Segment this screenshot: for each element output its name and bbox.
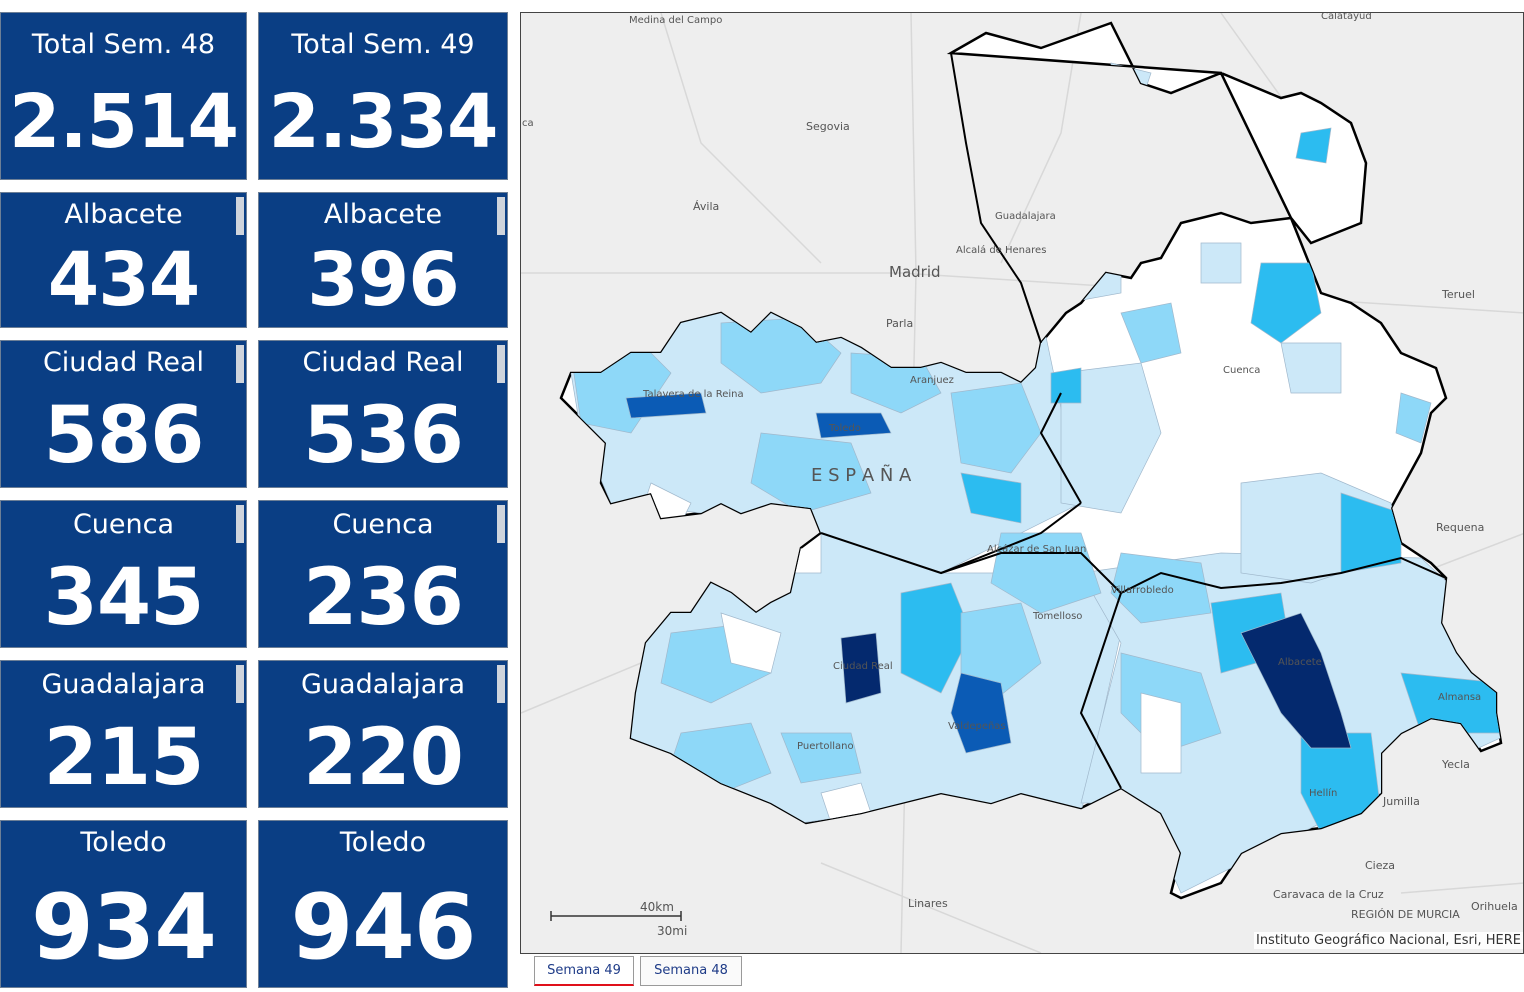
card-label: Toledo <box>339 827 427 858</box>
card-value: 236 <box>303 553 464 643</box>
card-value: 934 <box>31 875 217 980</box>
scale-bar: 40km 30mi <box>550 900 687 938</box>
scrollbar-thumb[interactable] <box>236 665 244 703</box>
label-valdepenas: Valdepeñas <box>948 721 1006 732</box>
card-albacete-sem48: Albacete 434 <box>0 192 247 328</box>
card-label: Total Sem. 49 <box>291 29 475 60</box>
label-albacete: Albacete <box>1278 657 1322 668</box>
card-ciudad-real-sem48: Ciudad Real 586 <box>0 340 247 488</box>
card-value: 536 <box>303 391 464 481</box>
label-segovia: Segovia <box>806 120 850 133</box>
label-teruel: Teruel <box>1441 288 1475 301</box>
label-linares: Linares <box>908 897 948 910</box>
map-view[interactable]: Medina del Campo Segovia Ávila Madrid Pa… <box>520 12 1524 954</box>
card-label: Albacete <box>64 199 183 230</box>
label-alcazar: Alcázar de San Juan <box>987 543 1086 555</box>
scrollbar-thumb[interactable] <box>497 665 505 703</box>
label-medina: Medina del Campo <box>629 15 722 26</box>
map-attribution: Instituto Geográfico Nacional, Esri, HER… <box>1253 932 1523 949</box>
label-orihuela: Orihuela <box>1471 900 1518 913</box>
card-label: Albacete <box>323 199 443 230</box>
card-label: Ciudad Real <box>302 347 464 378</box>
card-label: Guadalajara <box>300 669 465 700</box>
label-toledo: Toledo <box>828 423 861 434</box>
label-region: REGIÓN DE MURCIA <box>1351 908 1460 921</box>
label-jumilla: Jumilla <box>1382 795 1420 808</box>
scrollbar-thumb[interactable] <box>236 345 244 383</box>
label-villarrobledo: Villarrobledo <box>1111 585 1174 596</box>
label-ca: ca <box>522 118 534 129</box>
card-value: 434 <box>47 237 200 323</box>
card-label: Cuenca <box>332 509 434 540</box>
tab-semana-49[interactable]: Semana 49 <box>534 956 634 986</box>
label-talavera: Talavera de la Reina <box>642 389 744 400</box>
scrollbar-thumb[interactable] <box>497 505 505 543</box>
card-cuenca-sem49: Cuenca 236 <box>258 500 508 648</box>
province-borders <box>800 52 1447 789</box>
label-madrid: Madrid <box>889 263 941 281</box>
scrollbar-thumb[interactable] <box>236 505 244 543</box>
card-value: 2.334 <box>268 79 498 165</box>
card-label: Toledo <box>80 827 167 858</box>
card-value: 215 <box>43 713 205 803</box>
label-alcala: Alcalá de Henares <box>956 244 1046 256</box>
label-caravaca: Caravaca de la Cruz <box>1273 888 1384 901</box>
label-guadalajara: Guadalajara <box>995 211 1056 222</box>
card-value: 586 <box>43 391 205 481</box>
label-yecla: Yecla <box>1441 758 1470 771</box>
card-value: 220 <box>303 713 464 803</box>
card-value: 345 <box>43 553 205 643</box>
card-ciudad-real-sem49: Ciudad Real 536 <box>258 340 508 488</box>
card-value: 946 <box>290 875 477 980</box>
card-label: Cuenca <box>72 509 175 540</box>
label-aranjuez: Aranjuez <box>910 375 954 386</box>
card-label: Total Sem. 48 <box>31 29 216 60</box>
card-value: 396 <box>307 237 459 323</box>
card-value: 2.514 <box>8 79 239 165</box>
card-total-sem48: Total Sem. 48 2.514 <box>0 12 247 180</box>
label-calatayud: Calatayud <box>1321 13 1372 22</box>
label-espana: E S P A Ñ A <box>811 464 912 486</box>
label-hellin: Hellín <box>1309 787 1337 799</box>
card-label: Guadalajara <box>41 669 206 700</box>
label-ciudad-real: Ciudad Real <box>833 661 893 672</box>
scrollbar-thumb[interactable] <box>497 197 505 235</box>
tab-semana-48[interactable]: Semana 48 <box>640 956 742 986</box>
map-labels: Medina del Campo Segovia Ávila Madrid Pa… <box>522 13 1518 921</box>
label-requena: Requena <box>1436 521 1484 534</box>
scrollbar-thumb[interactable] <box>497 345 505 383</box>
card-cuenca-sem48: Cuenca 345 <box>0 500 247 648</box>
scrollbar-thumb[interactable] <box>236 197 244 235</box>
label-avila: Ávila <box>693 200 719 213</box>
choropleth-map[interactable]: Medina del Campo Segovia Ávila Madrid Pa… <box>521 13 1524 954</box>
label-tomelloso: Tomelloso <box>1032 611 1082 622</box>
label-parla: Parla <box>886 317 913 330</box>
card-label: Ciudad Real <box>42 347 205 378</box>
label-cuenca: Cuenca <box>1223 365 1260 376</box>
card-toledo-sem48: Toledo 934 <box>0 820 247 988</box>
label-cieza: Cieza <box>1365 859 1395 872</box>
scale-km: 40km <box>640 900 674 914</box>
card-guadalajara-sem48: Guadalajara 215 <box>0 660 247 808</box>
card-guadalajara-sem49: Guadalajara 220 <box>258 660 508 808</box>
label-almansa: Almansa <box>1438 692 1481 703</box>
label-puertollano: Puertollano <box>797 741 854 752</box>
card-albacete-sem49: Albacete 396 <box>258 192 508 328</box>
card-toledo-sem49: Toledo 946 <box>258 820 508 988</box>
scale-mi: 30mi <box>657 924 687 938</box>
card-total-sem49: Total Sem. 49 2.334 <box>258 12 508 180</box>
